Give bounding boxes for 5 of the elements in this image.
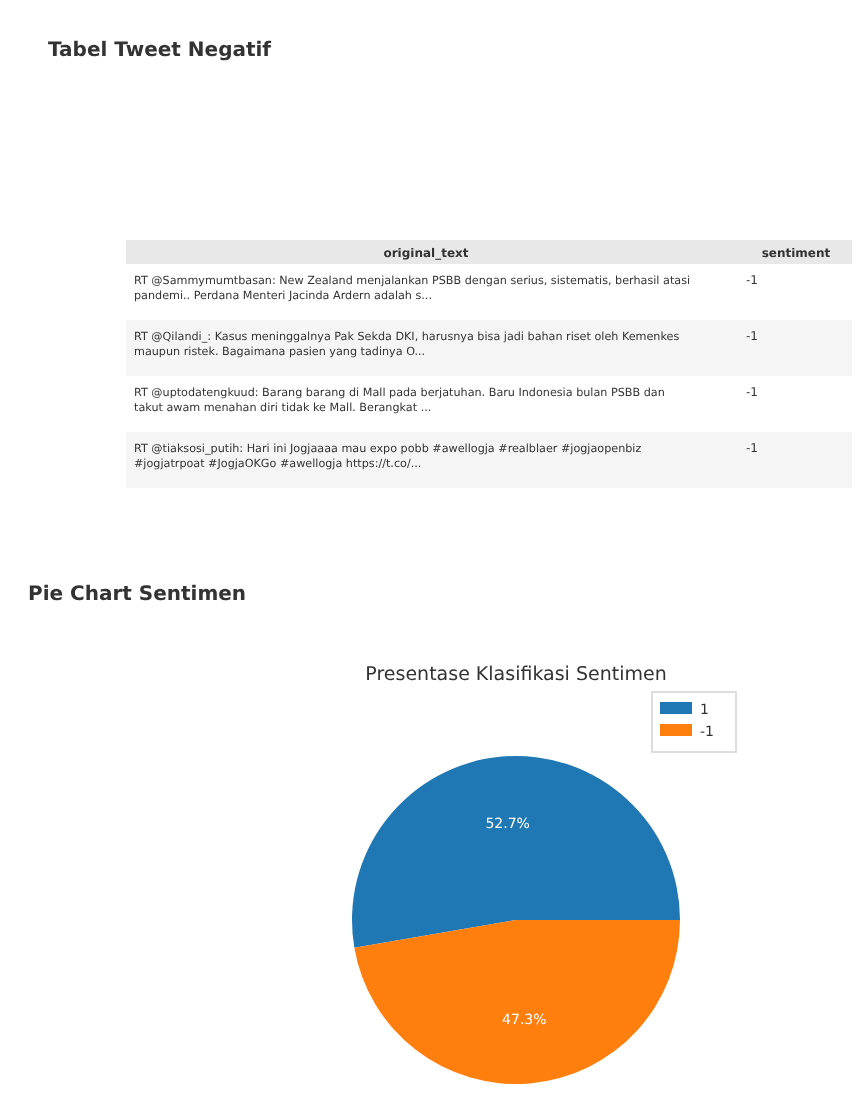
pie-slice bbox=[352, 756, 680, 948]
text: Pie Chart Sentimen bbox=[28, 584, 247, 606]
text: Tabel Tweet Negatif bbox=[48, 40, 273, 62]
chart-title: Presentase Klasifikasi Sentimen bbox=[365, 664, 667, 686]
pie-slice bbox=[354, 920, 680, 1084]
